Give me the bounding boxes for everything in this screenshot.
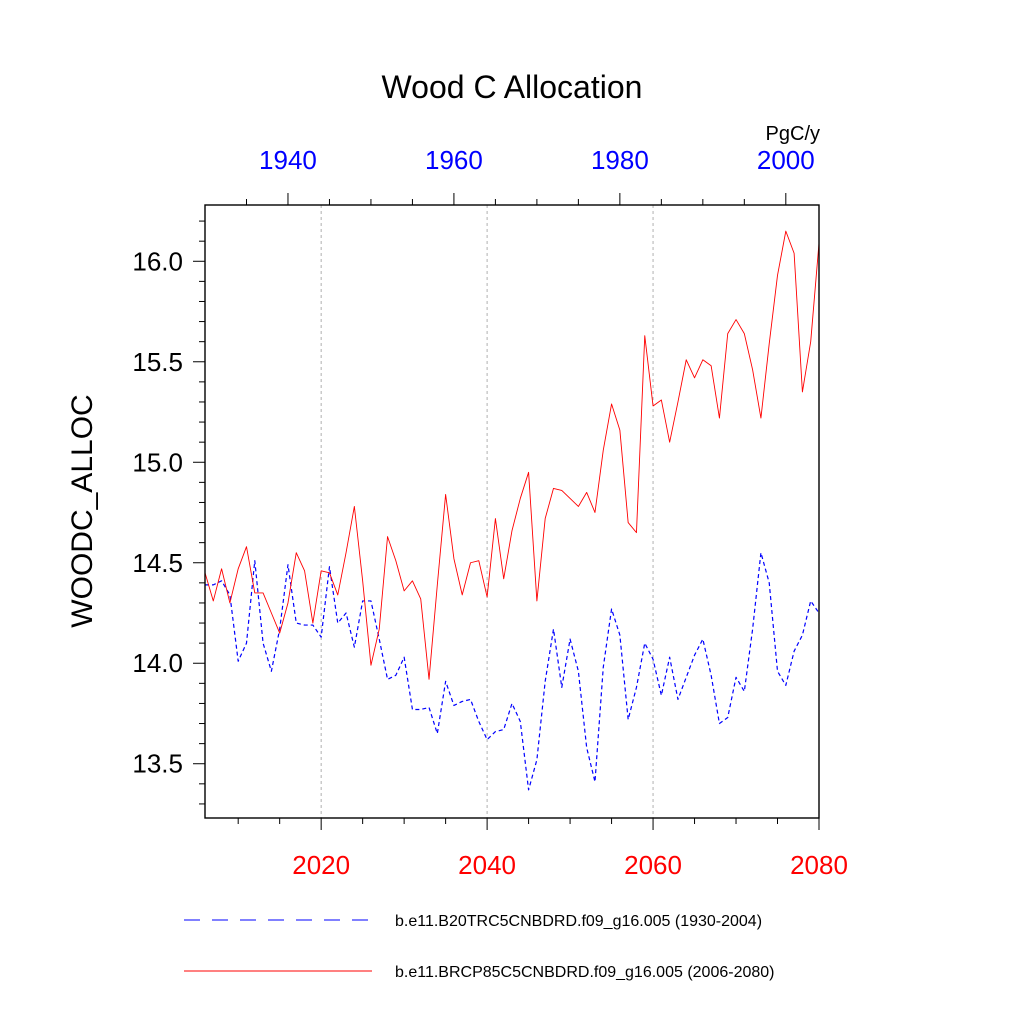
- x-top-tick-label: 1980: [591, 145, 649, 175]
- axes: 13.5 14.0 14.5 15.0 15.5 16.0 2020 2040 2060 2080…: [132, 145, 848, 880]
- x-top-tick-label: 2000: [757, 145, 815, 175]
- x-bottom-tick-label: 2020: [292, 850, 350, 880]
- x-bottom-tick-label: 2060: [624, 850, 682, 880]
- y-axis-label: WOODC_ALLOC: [66, 394, 99, 627]
- y-tick-label: 16.0: [132, 246, 183, 276]
- series-layer: [204, 230, 820, 791]
- legend: b.e11.B20TRC5CNBDRD.f09_g16.005 (1930-20…: [184, 913, 774, 981]
- plot-frame: [204, 204, 820, 819]
- x-bottom-tick-label: 2080: [790, 850, 848, 880]
- x-top-tick-label: 1960: [425, 145, 483, 175]
- x-top-tick-label: 1940: [259, 145, 317, 175]
- units-label: PgC/y: [766, 123, 820, 145]
- grid-lines: [320, 205, 654, 818]
- y-tick-label: 13.5: [132, 749, 183, 779]
- x-bottom-tick-label: 2040: [458, 850, 516, 880]
- y-tick-label: 15.0: [132, 447, 183, 477]
- legend-label-2: b.e11.BRCP85C5CNBDRD.f09_g16.005 (2006-2…: [395, 964, 774, 981]
- y-tick-label: 14.5: [132, 548, 183, 578]
- chart-title: Wood C Allocation: [382, 69, 643, 105]
- series-line-2: [204, 230, 820, 680]
- series-line-1: [205, 552, 820, 791]
- y-tick-label: 14.0: [132, 648, 183, 678]
- legend-label-1: b.e11.B20TRC5CNBDRD.f09_g16.005 (1930-20…: [395, 913, 762, 930]
- y-tick-label: 15.5: [132, 347, 183, 377]
